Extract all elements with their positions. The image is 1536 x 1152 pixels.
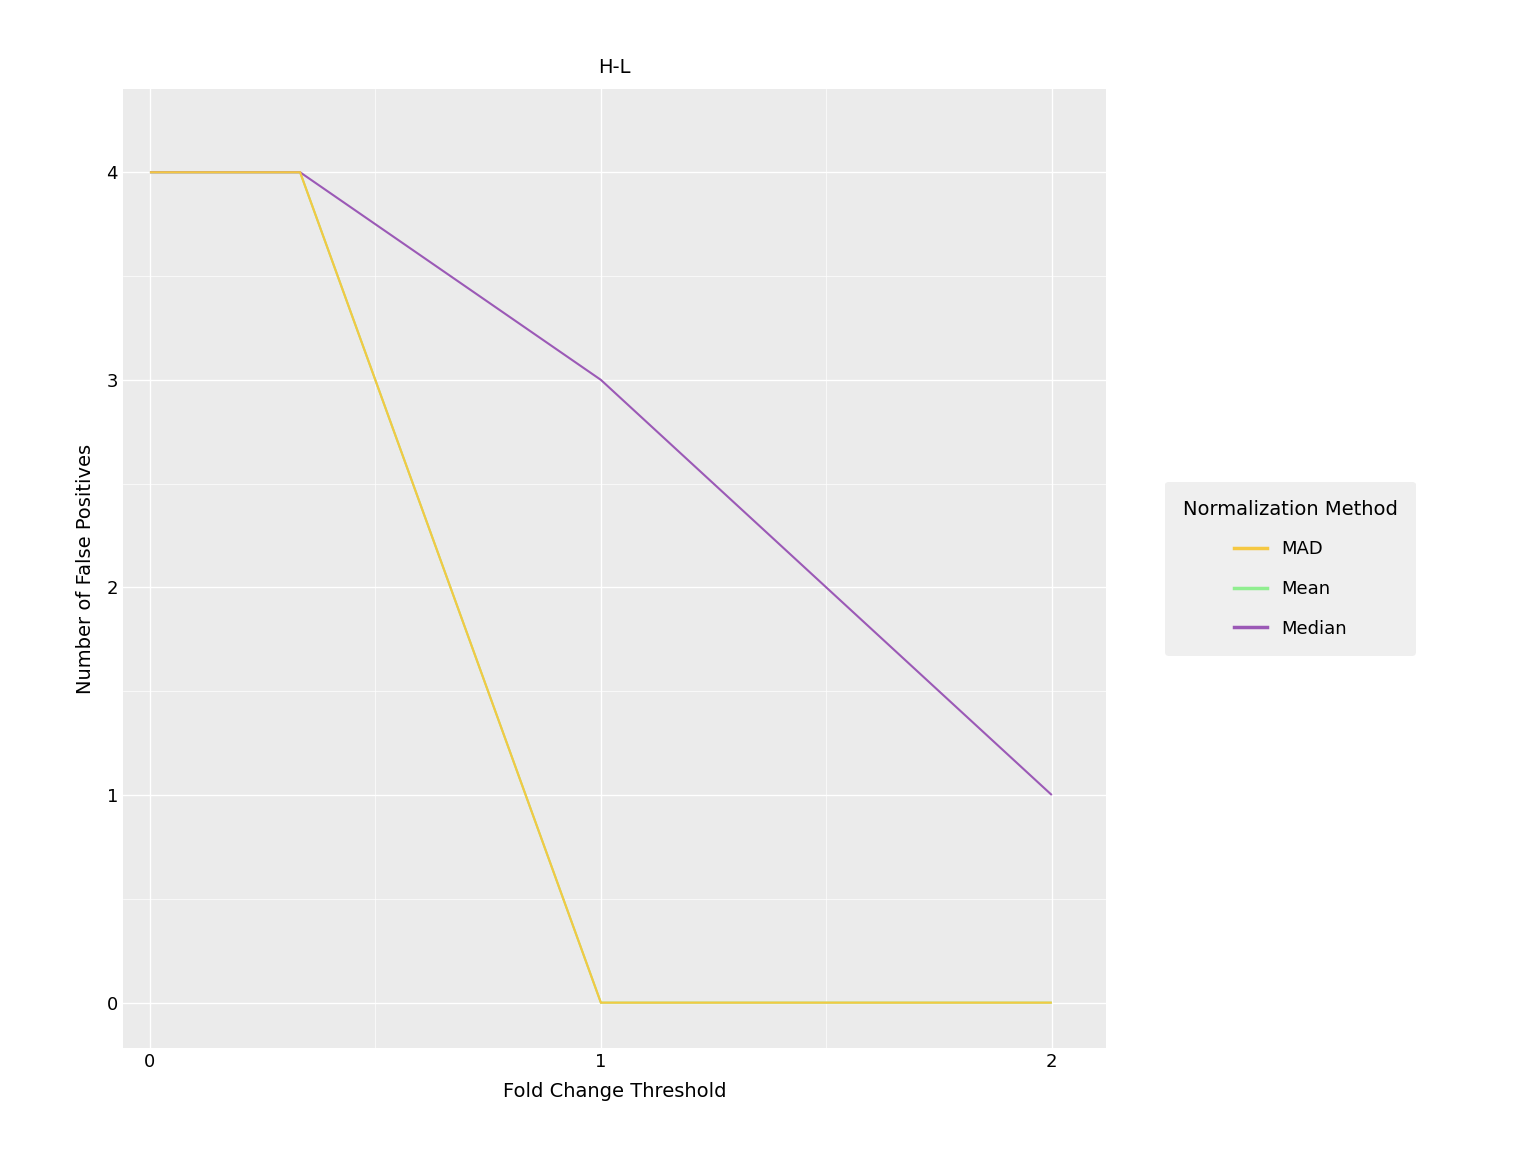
Legend: MAD, Mean, Median: MAD, Mean, Median — [1164, 482, 1416, 655]
X-axis label: Fold Change Threshold: Fold Change Threshold — [502, 1082, 727, 1101]
Text: H-L: H-L — [598, 58, 631, 77]
Y-axis label: Number of False Positives: Number of False Positives — [77, 444, 95, 694]
